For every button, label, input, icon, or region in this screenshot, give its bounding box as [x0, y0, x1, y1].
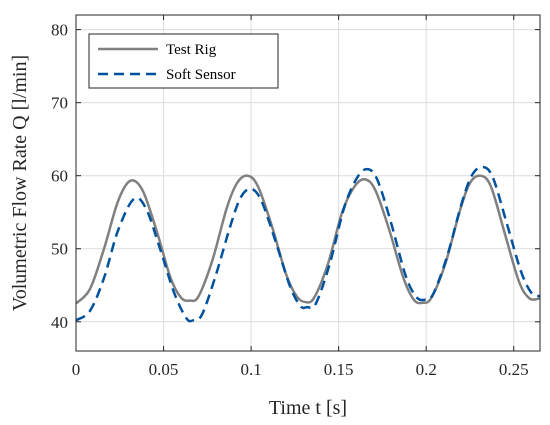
plot-frame — [75, 14, 541, 352]
legend-label-test-rig: Test Rig — [166, 42, 217, 58]
y-tick-labels: 40 50 60 70 80 — [51, 21, 68, 332]
legend: Test Rig Soft Sensor — [88, 33, 279, 89]
series-line-soft-sensor — [76, 165, 540, 323]
x-tick-label: 0.25 — [499, 360, 529, 379]
x-tick-label: 0.2 — [416, 360, 437, 379]
series-line-test-rig — [76, 174, 540, 305]
y-tick-label: 70 — [51, 94, 68, 113]
series-layer — [76, 165, 540, 323]
legend-box — [88, 33, 279, 89]
x-tick-label: 0.05 — [149, 360, 179, 379]
ticks — [75, 15, 540, 351]
x-tick-label: 0.1 — [240, 360, 261, 379]
x-axis-label: Time t [s] — [269, 397, 347, 419]
x-tick-labels: 0 0.05 0.1 0.15 0.2 0.25 — [72, 360, 529, 379]
x-tick-label: 0 — [72, 360, 81, 379]
legend-label-soft-sensor: Soft Sensor — [166, 67, 236, 83]
y-tick-label: 60 — [51, 167, 68, 186]
y-tick-label: 80 — [51, 21, 68, 40]
y-tick-label: 50 — [51, 240, 68, 259]
y-axis-label: Volumetric Flow Rate Q [l/min] — [9, 55, 31, 311]
y-tick-label: 40 — [51, 313, 68, 332]
x-tick-label: 0.15 — [324, 360, 354, 379]
